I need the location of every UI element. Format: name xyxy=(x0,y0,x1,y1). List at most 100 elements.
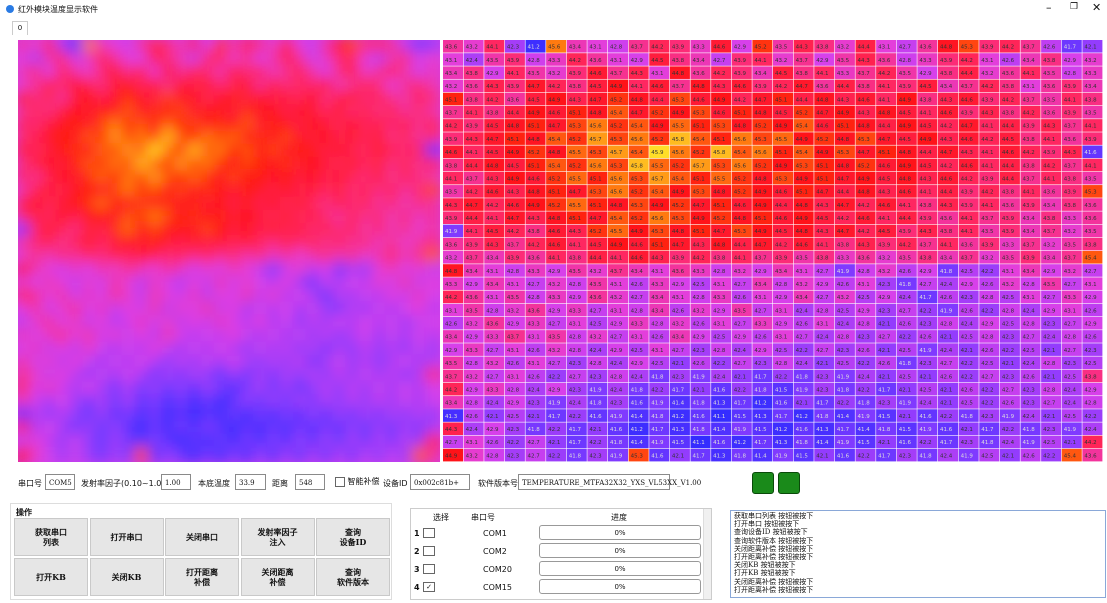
cell-value: 45.2 xyxy=(610,124,622,130)
cell-value: 45.5 xyxy=(775,137,788,143)
cell-value: 44.9 xyxy=(693,216,706,222)
cell-value: 44.1 xyxy=(981,150,993,156)
cell-value: 42.6 xyxy=(734,295,747,301)
cell-value: 42.6 xyxy=(1002,58,1015,64)
cell-value: 42.7 xyxy=(899,308,912,314)
cell-value: 45.2 xyxy=(693,150,705,156)
cell-value: 44.7 xyxy=(693,203,706,209)
cell-value: 43.8 xyxy=(1084,374,1097,380)
cell-value: 42.3 xyxy=(1002,335,1015,341)
emissivity-input[interactable]: 1.00 xyxy=(161,474,191,490)
cell-value: 44.5 xyxy=(528,97,541,103)
cell-value: 43.5 xyxy=(548,335,561,341)
cell-value: 44.7 xyxy=(837,203,850,209)
cell-value: 42.6 xyxy=(981,282,994,288)
cell-value: 41.5 xyxy=(899,427,912,433)
log-line: 关闭距离补偿 按钮被按下 xyxy=(734,578,1102,586)
operation-button[interactable]: 查询 软件版本 xyxy=(316,558,390,596)
operations-title: 操作 xyxy=(16,507,32,518)
cell-value: 44.9 xyxy=(713,97,726,103)
cell-value: 45.2 xyxy=(816,137,828,143)
row-checkbox[interactable] xyxy=(423,564,435,574)
cell-value: 42.7 xyxy=(919,282,932,288)
cell-value: 43.6 xyxy=(528,308,541,314)
cell-value: 42.8 xyxy=(486,453,499,459)
cell-value: 45.5 xyxy=(569,203,582,209)
operation-button[interactable]: 关闭串口 xyxy=(165,518,239,556)
tab[interactable]: 0 xyxy=(12,21,28,35)
cell-value: 44.8 xyxy=(589,111,602,117)
operation-button[interactable]: 关闭距离 补偿 xyxy=(241,558,315,596)
cell-value: 44.3 xyxy=(693,242,706,248)
cell-value: 43.9 xyxy=(919,216,932,222)
cell-value: 44.1 xyxy=(981,203,993,209)
operation-button[interactable]: 发射率因子 注入 xyxy=(241,518,315,556)
cell-value: 43.1 xyxy=(1084,282,1096,288)
operation-button[interactable]: 查询 设备ID xyxy=(316,518,390,556)
cell-value: 45.6 xyxy=(734,137,747,143)
operation-button[interactable]: 打开串口 xyxy=(90,518,164,556)
cell-value: 43.9 xyxy=(1023,124,1036,130)
minimize-button[interactable]: – xyxy=(1046,1,1052,14)
cell-value: 43.5 xyxy=(445,190,458,196)
port-input[interactable]: COM5 xyxy=(45,474,75,490)
cell-value: 44.8 xyxy=(796,203,809,209)
cell-value: 42.8 xyxy=(858,322,871,328)
cell-value: 44.9 xyxy=(651,203,664,209)
operation-button[interactable]: 获取串口 列表 xyxy=(14,518,88,556)
cell-value: 41.8 xyxy=(981,440,994,446)
cell-value: 42.2 xyxy=(981,401,993,407)
operation-button[interactable]: 打开距离 补偿 xyxy=(165,558,239,596)
cell-value: 44.5 xyxy=(775,229,788,235)
cell-value: 44.6 xyxy=(775,190,788,196)
operation-button[interactable]: 打开KB xyxy=(14,558,88,596)
close-button[interactable]: ✕ xyxy=(1092,1,1101,14)
cell-value: 44.4 xyxy=(775,203,788,209)
cell-value: 44.9 xyxy=(899,124,912,130)
cell-value: 44.2 xyxy=(837,216,849,222)
cell-value: 44.8 xyxy=(486,163,499,169)
cell-value: 43.7 xyxy=(981,216,994,222)
cell-value: 42.3 xyxy=(589,453,602,459)
cell-value: 45.2 xyxy=(754,45,766,51)
distance-input[interactable]: 548 xyxy=(295,474,325,490)
cell-value: 44.9 xyxy=(507,176,520,182)
cell-value: 42.9 xyxy=(1084,322,1097,328)
cell-value: 45.2 xyxy=(569,137,581,143)
cell-value: 42.1 xyxy=(1043,374,1055,380)
cell-value: 43.9 xyxy=(672,256,685,262)
cell-value: 45.4 xyxy=(610,216,623,222)
cell-value: 44.6 xyxy=(693,97,706,103)
compensation-checkbox[interactable]: 智能补偿 xyxy=(335,476,380,487)
cell-value: 42.9 xyxy=(858,308,871,314)
cell-value: 43.2 xyxy=(796,282,808,288)
restore-button[interactable]: ❐ xyxy=(1070,2,1078,12)
cell-value: 43.3 xyxy=(837,71,850,77)
cell-value: 44.1 xyxy=(878,216,890,222)
cell-value: 41.9 xyxy=(1002,414,1015,420)
cell-value: 42.4 xyxy=(589,348,602,354)
cell-value: 44.4 xyxy=(466,216,479,222)
cell-value: 45.4 xyxy=(651,190,664,196)
cell-value: 41.8 xyxy=(569,453,582,459)
row-checkbox[interactable] xyxy=(423,546,435,556)
cell-value: 44.7 xyxy=(486,137,499,143)
cell-value: 44.1 xyxy=(919,190,931,196)
row-checkbox[interactable] xyxy=(423,528,435,538)
operation-button[interactable]: 关闭KB xyxy=(90,558,164,596)
version-input[interactable]: TEMPERATURE_MTFA32X32_YXS_VL53XX_V1.00 xyxy=(518,474,670,490)
cell-value: 43.2 xyxy=(507,308,519,314)
row-checkbox[interactable]: ✓ xyxy=(423,582,435,592)
cell-value: 44.4 xyxy=(734,242,747,248)
device-id-input[interactable]: 0x002c81b+ xyxy=(410,474,470,490)
cell-value: 43.6 xyxy=(589,58,602,64)
cell-value: 43.2 xyxy=(466,453,478,459)
background-input[interactable]: 33.9 xyxy=(235,474,266,490)
cell-value: 42.6 xyxy=(693,322,706,328)
cell-value: 42.9 xyxy=(1064,58,1077,64)
cell-value: 45.3 xyxy=(589,190,602,196)
cell-value: 42.7 xyxy=(528,282,541,288)
cell-value: 45.6 xyxy=(754,150,767,156)
cell-value: 45.1 xyxy=(816,176,828,182)
cell-value: 41.8 xyxy=(651,414,664,420)
